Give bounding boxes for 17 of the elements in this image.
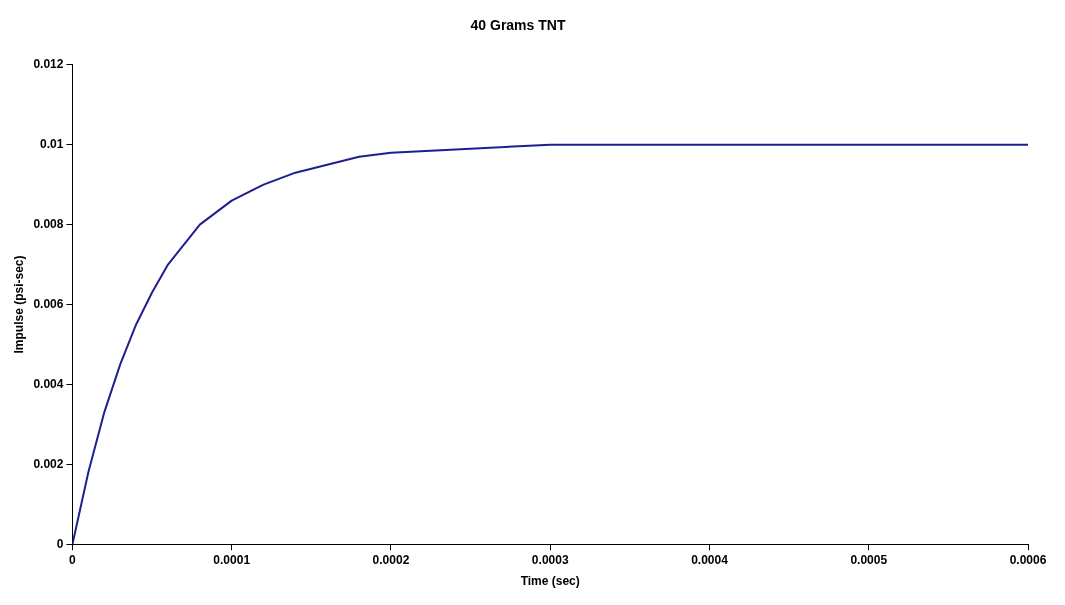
x-tick-label: 0.0001	[213, 552, 251, 567]
x-tick-label: 0.0003	[531, 552, 569, 567]
x-axis-title: Time (sec)	[520, 574, 580, 589]
x-tick-label: 0.0005	[850, 552, 888, 567]
y-tick-label: 0.008	[33, 216, 64, 231]
y-tick-label: 0.006	[33, 296, 64, 311]
y-tick-label: 0.004	[33, 376, 64, 391]
y-tick-label: 0.01	[40, 137, 64, 152]
x-tick-label: 0.0004	[691, 552, 729, 567]
x-tick-label: 0.0002	[372, 552, 410, 567]
x-tick-label: 0.0006	[1009, 552, 1047, 567]
x-tick-label: 0	[69, 552, 77, 567]
y-tick-label: 0	[56, 536, 64, 551]
y-tick-label: 0.002	[33, 456, 64, 471]
y-tick-label: 0.012	[33, 57, 64, 72]
chart-title: 40 Grams TNT	[470, 17, 566, 34]
y-axis-title: Impulse (psi-sec)	[11, 255, 26, 354]
